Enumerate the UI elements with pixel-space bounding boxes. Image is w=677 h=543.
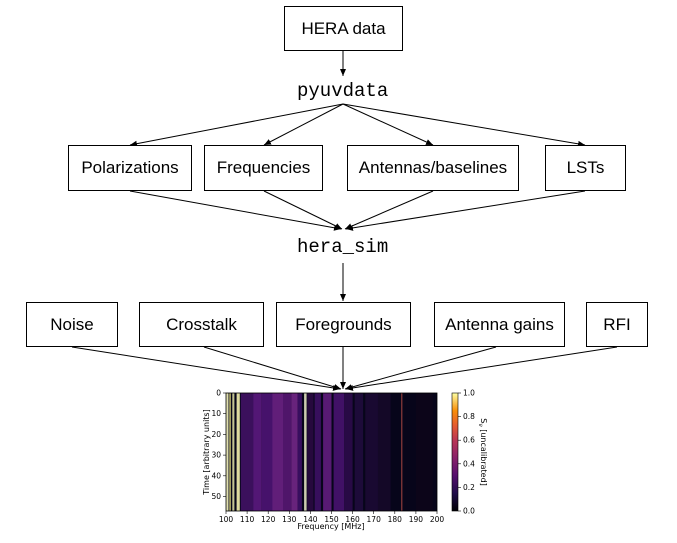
crosstalk-box: Crosstalk: [139, 302, 264, 347]
rfi-box: RFI: [586, 302, 648, 347]
foregrounds-box: Foregrounds: [276, 302, 411, 347]
x-tick-label: 190: [409, 515, 424, 524]
y-tick-label: 0: [216, 389, 221, 398]
frequencies-box: Frequencies: [204, 145, 323, 191]
heatmap-band: [232, 393, 235, 511]
arrow-antennas-to-hera-sim: [344, 190, 434, 230]
heatmap-band: [236, 393, 240, 511]
colorbar: [451, 392, 459, 512]
x-tick-label: 100: [219, 515, 234, 524]
heatmap-band: [240, 393, 254, 511]
y-axis-label: Time [arbitrary units]: [202, 409, 211, 495]
heatmap-band: [377, 393, 391, 511]
heatmap-band: [253, 393, 262, 511]
arrow-antenna-gains-to-output: [344, 346, 497, 391]
colorbar-label: Sν [uncalibrated]: [477, 418, 488, 486]
x-axis-label: Frequency [MHz]: [297, 522, 364, 531]
y-tick-label: 30: [211, 451, 221, 460]
colorbar-tick-label: 0.8: [463, 412, 475, 421]
heatmap-band: [226, 393, 229, 511]
x-tick-label: 160: [345, 515, 360, 524]
arrow-pyuvdata-to-antennas: [342, 103, 434, 146]
y-tick-label: 40: [211, 471, 221, 480]
arrow-pyuvdata-to-lsts: [342, 103, 586, 147]
hera-data-box: HERA data: [284, 6, 403, 51]
heatmap-band: [272, 393, 283, 511]
arrow-lsts-to-hera-sim: [345, 190, 586, 231]
heatmap-band: [333, 393, 345, 511]
heatmap-band: [314, 393, 321, 511]
pyuvdata-label: pyuvdata: [297, 80, 389, 102]
x-tick-label: 170: [367, 515, 382, 524]
heatmap-band: [344, 393, 353, 511]
arrow-pyuvdata-to-frequencies: [263, 103, 344, 146]
lsts-box: LSTs: [545, 145, 626, 191]
arrow-crosstalk-to-output: [203, 346, 342, 390]
x-tick-label: 200: [430, 515, 445, 524]
heatmap-band: [261, 393, 273, 511]
noise-box: Noise: [26, 302, 118, 347]
heatmap-band: [304, 393, 307, 511]
arrow-polarizations-to-hera-sim: [129, 190, 342, 231]
heatmap-band: [401, 393, 403, 511]
y-tick-label: 10: [211, 409, 221, 418]
antennas-baselines-box: Antennas/baselines: [347, 145, 519, 191]
y-tick-label: 50: [211, 492, 221, 501]
colorbar-tick-label: 0.0: [463, 507, 475, 516]
heatmap-band: [297, 393, 302, 511]
waterfall-plot: 100 110 120 130 140 150 160 170 180 190 200 0 10 20 3…: [202, 389, 488, 532]
x-tick-label: 130: [282, 515, 297, 524]
heatmap-band: [229, 393, 231, 511]
colorbar-tick-label: 0.6: [463, 436, 475, 445]
arrow-frequencies-to-hera-sim: [263, 190, 343, 230]
x-tick-label: 140: [303, 515, 318, 524]
y-tick-label: 20: [211, 430, 221, 439]
x-tick-label: 120: [261, 515, 276, 524]
heatmap-band: [354, 393, 364, 511]
colorbar-tick-label: 0.4: [463, 459, 475, 468]
heatmap-band: [291, 393, 298, 511]
polarizations-box: Polarizations: [68, 145, 192, 191]
heatmap-band: [365, 393, 378, 511]
arrow-noise-to-output: [71, 346, 341, 391]
x-tick-label: 180: [388, 515, 403, 524]
antenna-gains-box: Antenna gains: [434, 302, 565, 347]
arrow-pyuvdata-to-polarizations: [129, 103, 344, 147]
colorbar-tick-label: 0.2: [463, 483, 475, 492]
x-tick-label: 150: [324, 515, 339, 524]
heatmap-band: [307, 393, 314, 511]
arrow-rfi-to-output: [345, 346, 618, 391]
hera-sim-label: hera_sim: [297, 236, 389, 258]
x-tick-label: 110: [240, 515, 255, 524]
heatmap-band: [283, 393, 292, 511]
colorbar-tick-label: 1.0: [463, 389, 475, 398]
heatmap-band: [415, 393, 433, 511]
heatmap-band: [323, 393, 332, 511]
